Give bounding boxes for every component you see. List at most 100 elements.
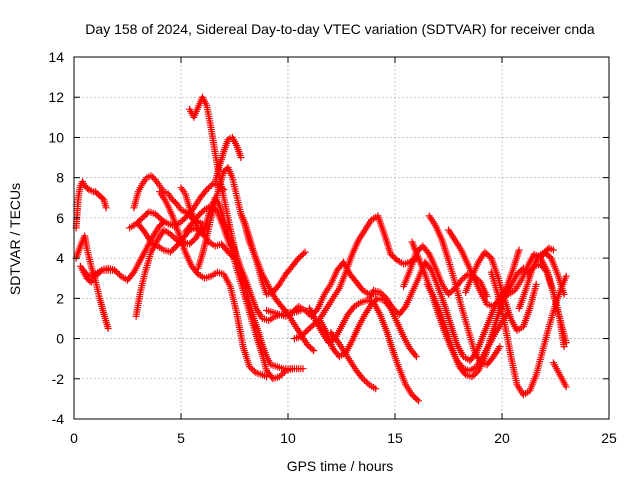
data-point [137, 215, 145, 223]
data-point [471, 370, 479, 378]
data-point [496, 343, 504, 351]
x-tick-label: 0 [70, 430, 78, 446]
data-point [470, 371, 478, 379]
data-point [139, 214, 146, 222]
data-point [206, 183, 214, 191]
data-point [300, 250, 307, 258]
data-point [299, 365, 307, 373]
data-point [424, 249, 432, 256]
data-point [237, 154, 245, 162]
data-point [562, 272, 570, 280]
series-track-04 [76, 262, 119, 280]
data-point [413, 395, 421, 403]
data-point [151, 210, 159, 218]
series-track-31 [524, 260, 568, 351]
data-point [156, 214, 164, 222]
data-point [542, 267, 550, 275]
data-point [189, 237, 197, 245]
data-point [140, 212, 148, 220]
data-point [392, 255, 399, 263]
series-track-22 [400, 242, 491, 300]
data-point [389, 304, 397, 312]
data-point [408, 391, 416, 399]
data-point [302, 328, 310, 336]
data-point [308, 322, 316, 330]
data-point [415, 397, 422, 405]
data-point [379, 291, 387, 299]
data-point [390, 253, 398, 261]
data-point [361, 376, 368, 384]
data-point [359, 375, 367, 383]
data-point [400, 304, 408, 312]
data-point [313, 306, 321, 314]
data-point [250, 367, 258, 375]
data-point [516, 267, 524, 275]
data-point [489, 302, 497, 310]
data-point [186, 240, 194, 248]
data-point [388, 252, 396, 260]
y-tick-label: 6 [56, 210, 64, 226]
data-point [168, 232, 176, 239]
chart-title: Day 158 of 2024, Sidereal Day-to-day VTE… [85, 21, 595, 37]
y-tick-label: 14 [48, 49, 64, 65]
data-point [297, 333, 305, 340]
data-point [114, 269, 122, 277]
data-point [305, 325, 313, 333]
data-point [305, 342, 313, 350]
data-point [303, 327, 311, 334]
data-point [295, 254, 303, 262]
y-tick-label: 8 [56, 170, 64, 186]
data-point [362, 378, 370, 386]
data-point [372, 385, 380, 393]
data-point [410, 392, 418, 400]
data-point [102, 204, 110, 212]
data-point [387, 250, 395, 258]
data-point [166, 248, 174, 256]
data-point [177, 218, 185, 226]
x-axis-label: GPS time / hours [287, 458, 394, 474]
data-point [378, 290, 386, 298]
x-tick-label: 20 [494, 430, 510, 446]
data-point [411, 351, 419, 359]
data-point [560, 290, 568, 298]
data-point [461, 273, 469, 281]
series-track-16 [263, 258, 380, 320]
data-point [296, 253, 304, 261]
data-point [307, 344, 314, 352]
plot-frame [73, 56, 610, 420]
data-point [483, 250, 490, 258]
data-point [459, 275, 467, 283]
data-point [199, 207, 207, 215]
data-point [104, 325, 112, 332]
data-point [391, 306, 398, 314]
y-tick-label: 2 [56, 290, 64, 306]
data-point [275, 373, 283, 381]
data-point [142, 211, 150, 219]
data-point [168, 247, 176, 255]
x-tick-label: 10 [280, 430, 296, 446]
data-point [301, 248, 309, 256]
data-point [457, 276, 465, 284]
data-point [274, 282, 282, 290]
data-point [349, 304, 357, 312]
data-point [308, 345, 316, 353]
series-track-33 [549, 359, 570, 391]
data-point [170, 245, 177, 253]
y-tick-label: -2 [52, 371, 65, 387]
data-point [155, 213, 162, 221]
data-point [116, 271, 123, 279]
data-point [290, 307, 298, 315]
data-point [196, 210, 204, 218]
data-point [204, 184, 212, 192]
data-point [249, 366, 257, 374]
data-point [560, 343, 568, 351]
data-point [411, 394, 419, 402]
data-point [446, 289, 454, 297]
data-point [371, 297, 379, 305]
data-point [298, 331, 306, 339]
data-point [203, 186, 211, 194]
data-point [277, 371, 285, 379]
data-point [368, 300, 375, 308]
data-point [372, 296, 380, 304]
